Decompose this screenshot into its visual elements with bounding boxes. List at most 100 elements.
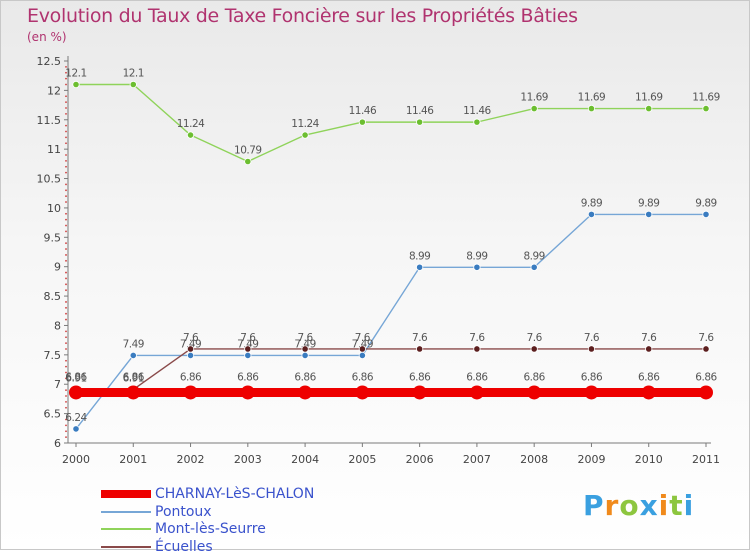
data-point — [584, 385, 599, 400]
y-minor-tick — [65, 218, 67, 221]
data-point — [301, 351, 309, 360]
x-tick-label: 2011 — [692, 453, 720, 466]
data-point — [358, 345, 366, 353]
x-tick-label: 2003 — [234, 453, 262, 466]
data-point — [412, 385, 427, 400]
y-tick-label: 7.5 — [44, 349, 62, 362]
data-label: 9.89 — [581, 197, 602, 209]
data-label: 11.24 — [177, 118, 205, 130]
data-point — [355, 385, 370, 400]
data-label: 8.99 — [409, 250, 430, 262]
data-point — [72, 80, 80, 89]
y-tick-label: 10 — [47, 202, 61, 215]
data-label: 6.91 — [123, 373, 144, 385]
y-minor-tick — [65, 165, 67, 168]
y-tick-label: 8.5 — [44, 290, 62, 303]
data-point — [244, 345, 252, 353]
data-label: 7.6 — [469, 332, 485, 344]
data-point — [69, 385, 83, 400]
data-point — [416, 345, 424, 353]
data-point — [298, 385, 313, 400]
y-minor-tick — [65, 71, 67, 74]
data-point — [645, 210, 653, 218]
data-point — [530, 263, 538, 271]
y-minor-tick — [65, 312, 67, 315]
logo-letter: o — [619, 489, 640, 522]
x-tick-label: 2002 — [177, 453, 205, 466]
logo-letter: i — [683, 489, 695, 522]
y-minor-tick — [65, 254, 67, 256]
y-tick-label: 7 — [54, 378, 61, 391]
data-label: 6.86 — [237, 371, 259, 383]
data-point — [530, 345, 538, 353]
data-point — [126, 385, 141, 400]
data-label: 6.86 — [638, 371, 660, 383]
data-label: 6.86 — [65, 371, 87, 383]
data-label: 7.49 — [237, 338, 258, 350]
data-label: 12.1 — [123, 68, 144, 80]
data-point — [129, 80, 137, 89]
legend-swatch — [101, 490, 151, 498]
y-minor-tick — [65, 136, 67, 139]
data-label: 10.79 — [234, 144, 262, 156]
data-label: 11.46 — [406, 105, 434, 117]
y-minor-tick — [65, 130, 67, 133]
data-point — [186, 351, 195, 360]
data-point — [469, 385, 484, 400]
x-tick-label: 2009 — [577, 453, 605, 466]
legend-label: Écuelles — [155, 538, 213, 555]
data-point — [240, 385, 255, 400]
y-tick-label: 6.5 — [44, 408, 62, 421]
data-label: 9.89 — [638, 197, 659, 209]
legend-label: CHARNAY-LèS-CHALON — [155, 486, 315, 502]
y-minor-tick — [65, 212, 67, 215]
x-tick-label: 2010 — [635, 453, 663, 466]
y-minor-tick — [65, 395, 67, 397]
y-minor-tick — [65, 400, 67, 403]
y-tick-label: 9.5 — [44, 231, 62, 244]
data-label: 6.24 — [65, 412, 87, 424]
data-label: 11.69 — [692, 92, 720, 104]
data-label: 6.86 — [123, 371, 145, 383]
legend-swatch — [101, 510, 151, 513]
data-label: 11.46 — [349, 105, 377, 117]
series-line — [76, 83, 706, 163]
y-minor-tick — [65, 189, 67, 192]
data-point — [72, 425, 80, 433]
x-tick-label: 2006 — [406, 453, 434, 466]
data-point — [527, 385, 542, 400]
y-minor-tick — [65, 430, 67, 433]
data-point — [301, 345, 309, 353]
y-tick-label: 9 — [54, 261, 61, 274]
logo-letter: r — [604, 489, 620, 522]
y-minor-tick — [65, 65, 67, 68]
y-tick-label: 6 — [54, 437, 61, 450]
data-label: 11.24 — [291, 118, 319, 130]
y-minor-tick — [65, 242, 67, 245]
data-point — [645, 105, 653, 113]
legend-label: Mont-lès-Seurre — [155, 521, 266, 537]
data-label: 7.49 — [123, 338, 144, 350]
y-minor-tick — [65, 277, 67, 280]
data-label: 6.86 — [523, 371, 545, 383]
data-point — [186, 131, 195, 139]
data-label: 7.6 — [698, 332, 714, 344]
y-tick-label: 11.5 — [37, 114, 62, 127]
y-tick-label: 8 — [54, 319, 61, 332]
data-label: 7.6 — [355, 332, 371, 344]
data-point — [645, 345, 653, 353]
y-minor-tick — [65, 318, 67, 321]
data-point — [587, 105, 596, 113]
data-point — [473, 263, 481, 271]
data-point — [358, 351, 366, 360]
y-minor-tick — [65, 377, 67, 380]
proxiti-logo: Proxiti — [583, 489, 694, 522]
y-minor-tick — [65, 389, 67, 392]
y-minor-tick — [65, 107, 67, 109]
data-label: 6.86 — [409, 371, 431, 383]
data-label: 7.6 — [183, 332, 199, 344]
y-tick-label: 12.5 — [37, 55, 62, 68]
y-minor-tick — [65, 101, 67, 104]
